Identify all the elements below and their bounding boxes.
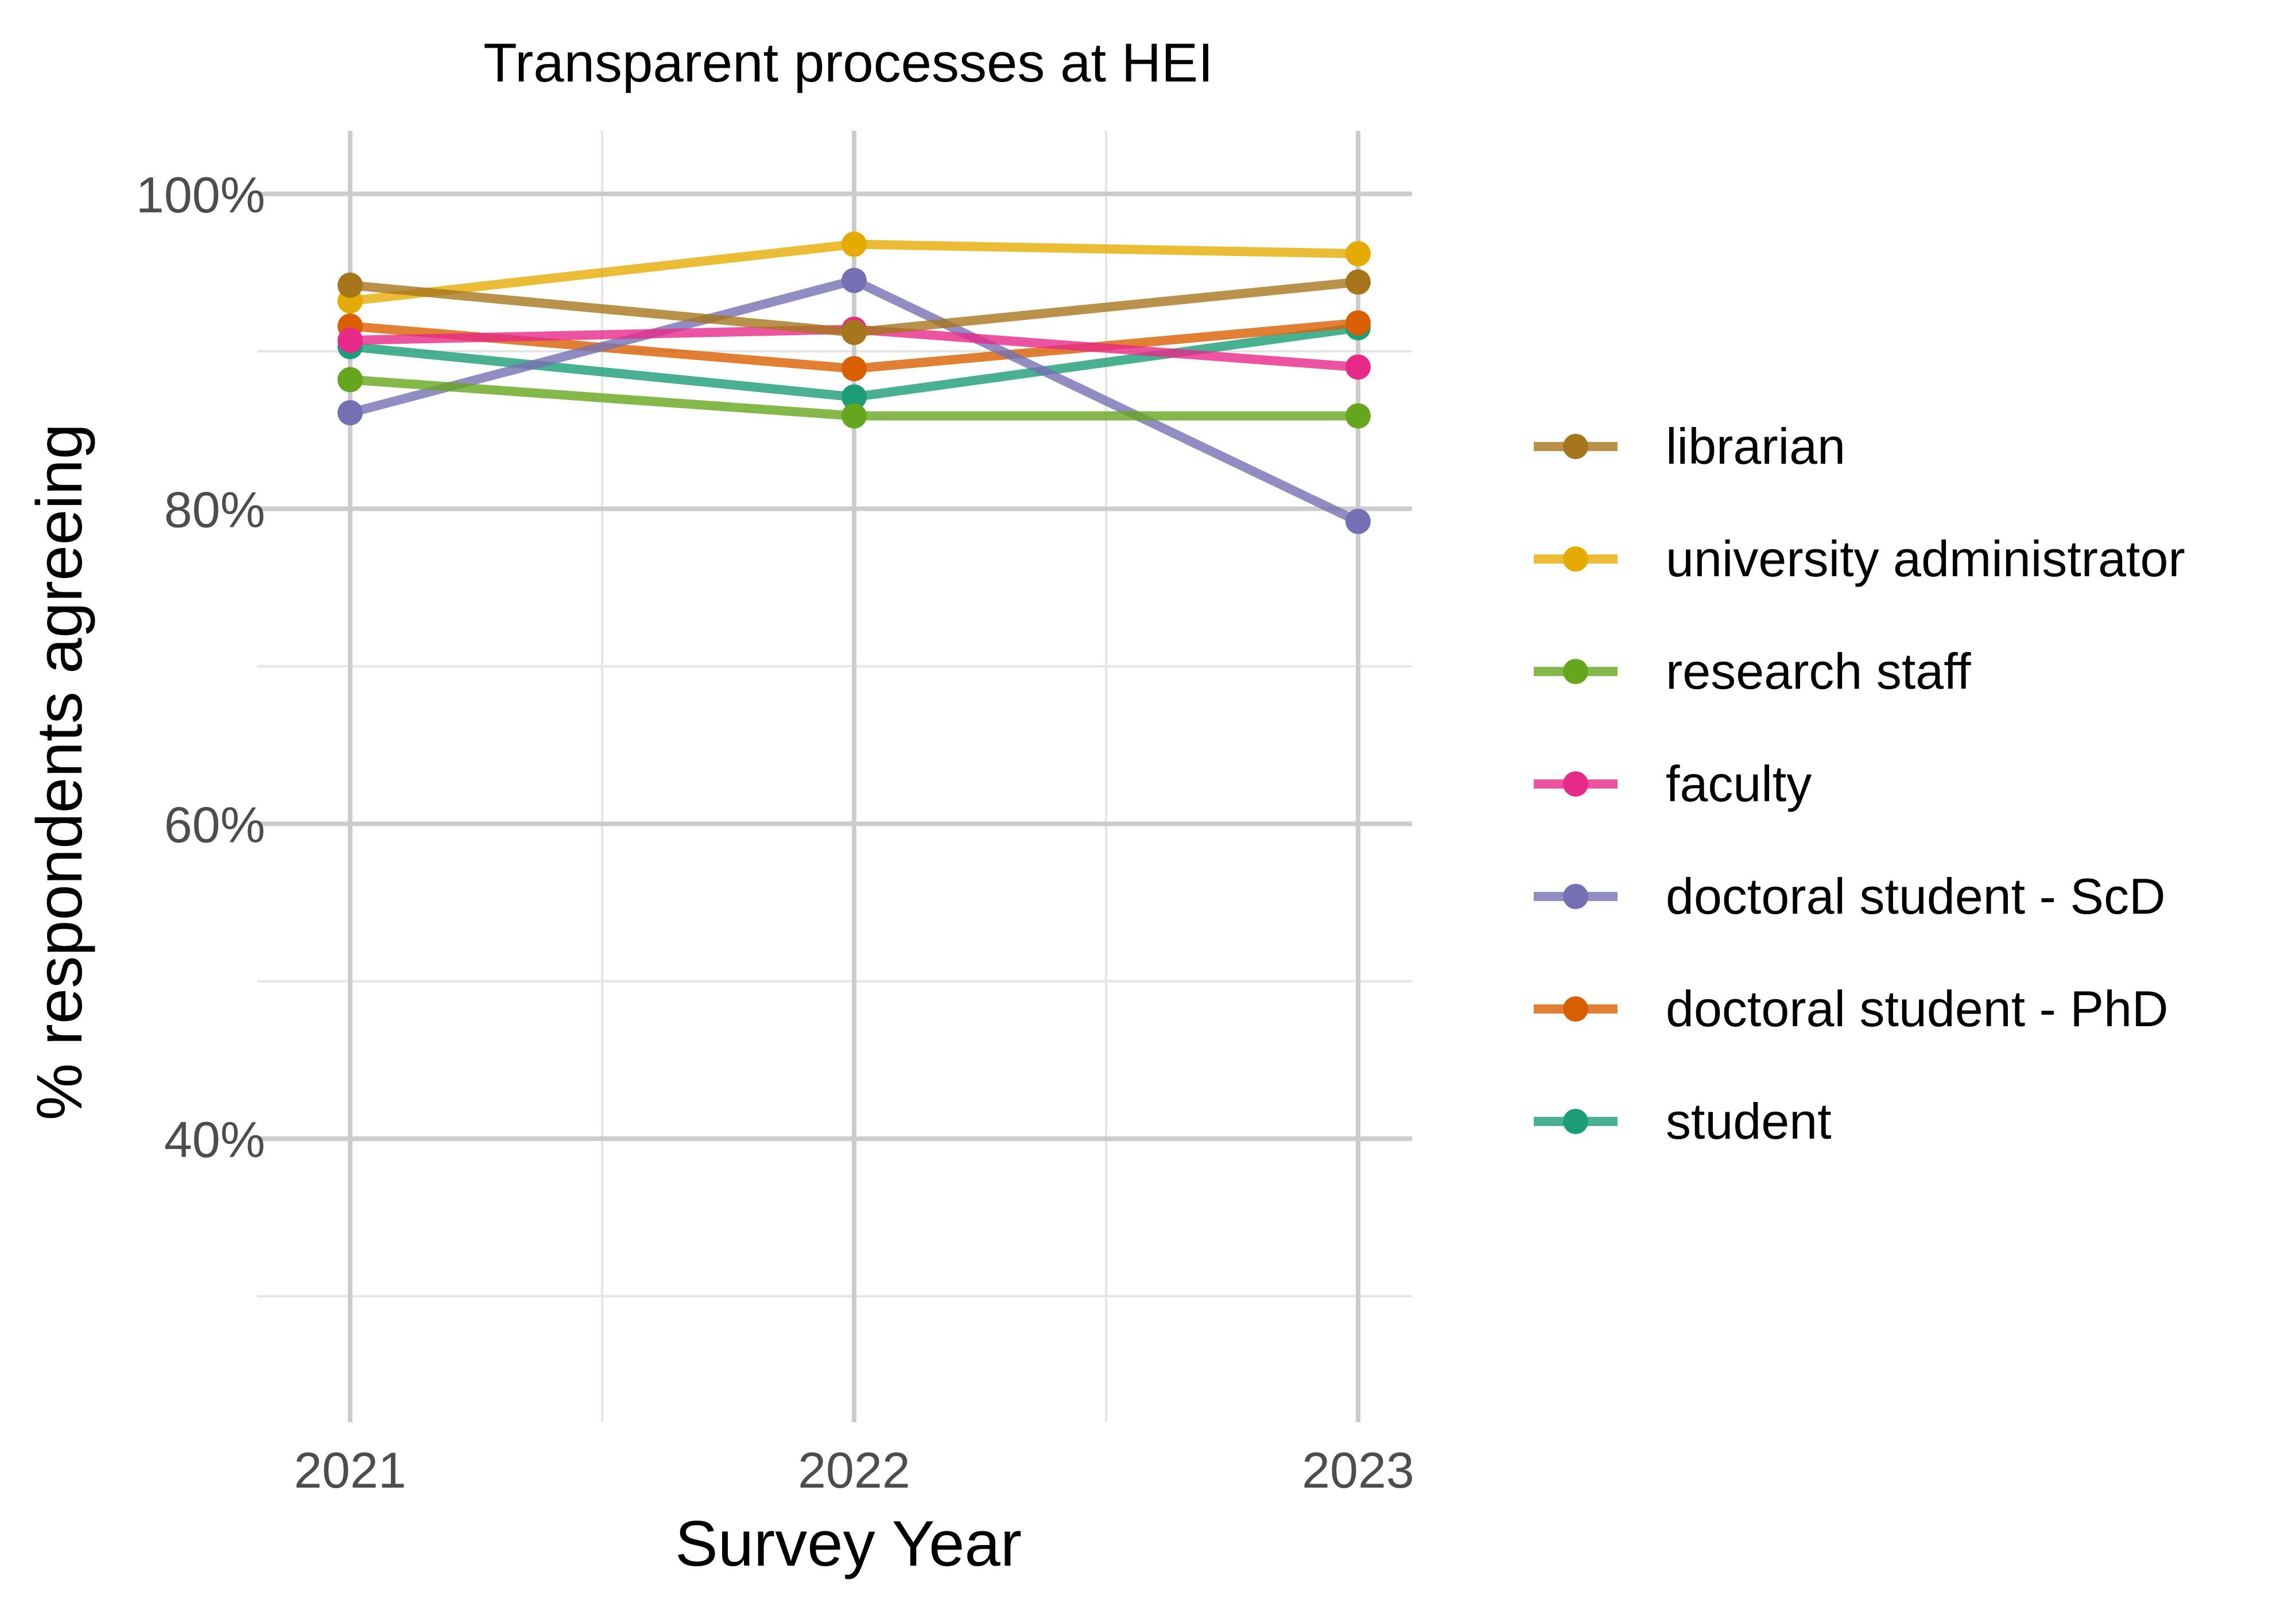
legend: librarian university administrator researc… — [1534, 418, 2185, 1150]
x-tick-label: 2021 — [294, 1442, 406, 1499]
series-doctoral-student-scd — [338, 267, 1371, 534]
legend-label: doctoral student - PhD — [1666, 980, 2169, 1037]
legend-item: research staff — [1534, 643, 1971, 700]
series-research-staff — [338, 367, 1371, 429]
data-point — [1345, 509, 1371, 534]
x-axis-title: Survey Year — [675, 1508, 1022, 1579]
series-librarian — [338, 269, 1371, 346]
y-axis-ticks: 40% 60% 80% 100% — [136, 166, 265, 1168]
data-point — [841, 356, 867, 382]
data-point — [338, 272, 363, 298]
legend-label: research staff — [1666, 643, 1971, 700]
grid — [257, 131, 1412, 1422]
y-tick-label: 100% — [136, 166, 265, 223]
legend-key-point — [1563, 434, 1588, 459]
x-axis-ticks: 2021 2022 2023 — [294, 1442, 1414, 1499]
legend-key-point — [1563, 771, 1588, 797]
legend-label: university administrator — [1666, 530, 2185, 587]
data-point — [1345, 269, 1371, 295]
data-point — [1345, 354, 1371, 380]
data-point — [841, 231, 867, 257]
data-point — [338, 327, 363, 353]
data-point — [841, 267, 867, 293]
legend-key-point — [1563, 1109, 1588, 1134]
chart-title: Transparent processes at HEI — [483, 32, 1213, 94]
legend-key-point — [1563, 546, 1588, 572]
series-layer — [338, 231, 1371, 534]
legend-label: student — [1666, 1093, 1832, 1150]
legend-label: doctoral student - ScD — [1666, 868, 2166, 925]
legend-item: faculty — [1534, 755, 1812, 812]
legend-key-point — [1563, 884, 1588, 909]
data-point — [338, 367, 363, 393]
legend-key-point — [1563, 659, 1588, 684]
data-point — [841, 320, 867, 346]
data-point — [1345, 403, 1371, 429]
legend-label: librarian — [1666, 418, 1845, 475]
legend-item: doctoral student - ScD — [1534, 868, 2166, 925]
data-point — [338, 400, 363, 426]
y-tick-label: 60% — [164, 796, 265, 853]
x-tick-label: 2022 — [798, 1442, 910, 1499]
y-tick-label: 40% — [164, 1111, 265, 1168]
x-tick-label: 2023 — [1302, 1442, 1414, 1499]
legend-item: university administrator — [1534, 530, 2185, 587]
legend-key-point — [1563, 996, 1588, 1022]
data-point — [841, 403, 867, 429]
data-point — [1345, 310, 1371, 336]
y-axis-title: % respondents agreeing — [24, 424, 95, 1120]
data-point — [1345, 241, 1371, 267]
legend-item: doctoral student - PhD — [1534, 980, 2169, 1037]
legend-item: librarian — [1534, 418, 1845, 475]
legend-item: student — [1534, 1093, 1832, 1150]
data-point — [841, 384, 867, 410]
legend-label: faculty — [1666, 755, 1812, 812]
y-tick-label: 80% — [164, 482, 265, 538]
